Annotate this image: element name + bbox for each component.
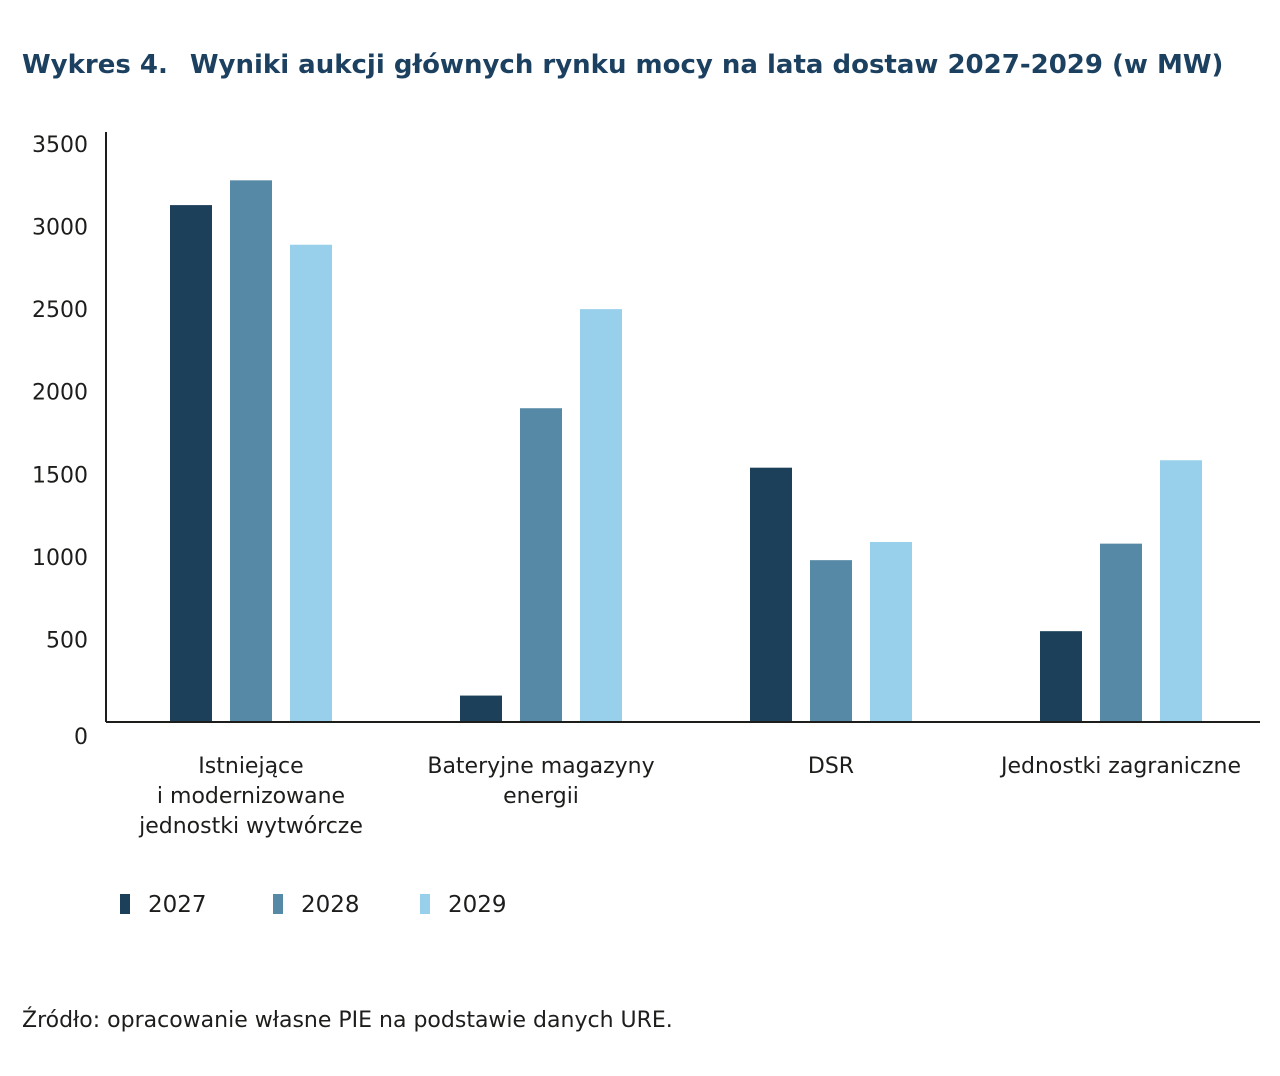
y-tick-label: 0 [74,725,88,750]
bar-2027-3 [1040,631,1082,722]
legend-swatch [420,894,430,914]
x-tick-label: Istniejące i modernizowane jednostki wytwó… [138,754,363,839]
y-tick-label: 3500 [32,133,88,158]
bar-2028-1 [520,408,562,722]
bar-2027-1 [460,695,502,722]
bar-chart: 0 500 1000 1500 2000 2500 3000 3500 Istniejące i … [32,132,1260,839]
chart-title: Wykres 4. Wyniki aukcji głównych rynku mo… [22,50,1223,80]
y-tick-label: 500 [46,628,88,653]
bar-2028-3 [1100,543,1142,722]
bar-2029-2 [870,541,912,722]
bar-2027-2 [750,467,792,722]
y-tick-label: 1500 [32,463,88,488]
legend-swatch [120,894,130,914]
x-tick-label-line: energii [503,784,579,809]
x-tick-label-line: Bateryjne magazyny [427,754,654,779]
legend-label: 2028 [301,892,360,918]
x-tick-label-line: i modernizowane [157,784,345,809]
y-tick-label: 2500 [32,298,88,323]
bar-2029-3 [1160,460,1202,722]
chart-title-label: Wykres 4. [22,50,168,80]
y-tick-label: 1000 [32,546,88,571]
x-tick-label-line: jednostki wytwórcze [138,814,363,839]
bar-2027-0 [170,205,212,723]
y-tick-label: 3000 [32,216,88,241]
chart-title-text: Wyniki aukcji głównych rynku mocy na lat… [189,50,1224,80]
source-note: Źródło: opracowanie własne PIE na podsta… [22,1008,673,1033]
bar-2029-0 [290,244,332,723]
x-tick-label-line: DSR [808,754,854,779]
bar-2028-0 [230,180,272,722]
x-tick-label: Bateryjne magazyny energii [427,754,654,809]
legend-label: 2029 [448,892,507,918]
bar-2028-2 [810,560,852,722]
legend-item-2028: 2028 [273,892,360,918]
x-tick-label-line: Jednostki zagraniczne [999,754,1241,779]
legend-label: 2027 [148,892,207,918]
y-tick-label: 2000 [32,381,88,406]
x-tick-label-line: Istniejące [198,754,303,779]
x-tick-label: Jednostki zagraniczne [999,754,1241,779]
legend-swatch [273,894,283,914]
legend-item-2029: 2029 [420,892,507,918]
bar-2029-1 [580,309,622,722]
x-tick-label: DSR [808,754,854,779]
legend-item-2027: 2027 [120,892,207,918]
